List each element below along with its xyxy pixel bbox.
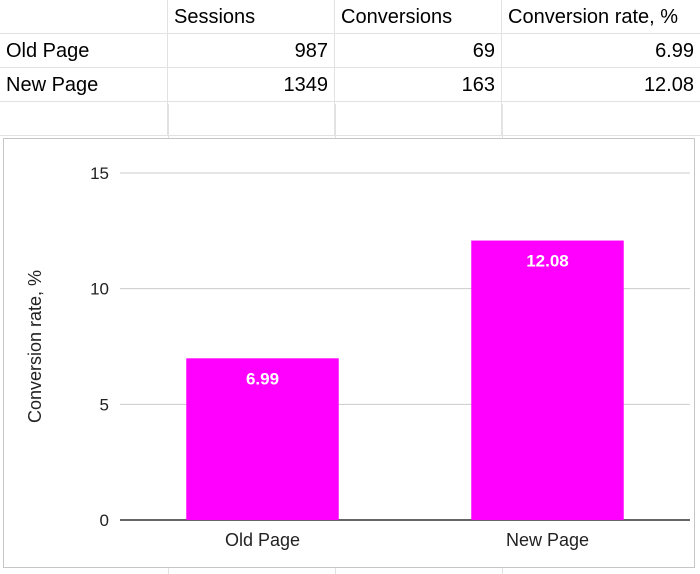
bar-data-label: 12.08	[526, 252, 569, 271]
empty-row	[0, 102, 700, 136]
header-cell-conversions[interactable]: Conversions	[335, 0, 502, 34]
header-cell-sessions[interactable]: Sessions	[168, 0, 335, 34]
empty-cell[interactable]	[335, 102, 502, 136]
table-row: New Page 1349 163 12.08	[0, 68, 700, 102]
empty-cell[interactable]	[502, 102, 700, 136]
conversion-rate-cell[interactable]: 12.08	[643, 74, 694, 96]
conversions-cell[interactable]: 163	[335, 68, 502, 102]
y-tick-label: 10	[90, 280, 109, 299]
header-cell-conversion-rate[interactable]: Conversion rate, %	[508, 6, 679, 28]
sessions-cell[interactable]: 987	[168, 34, 335, 68]
empty-cell[interactable]	[168, 102, 335, 136]
header-cell-blank[interactable]	[0, 0, 168, 34]
bar-data-label: 6.99	[246, 369, 279, 388]
row-label-cell[interactable]: New Page	[0, 68, 168, 102]
row-label-cell[interactable]: Old Page	[0, 34, 168, 68]
x-tick-label: Old Page	[225, 530, 300, 550]
x-tick-label: New Page	[506, 530, 589, 550]
table-row: Old Page 987 69 6.99	[0, 34, 700, 68]
bar	[471, 240, 624, 521]
bar-chart: 0 5 10 15 Conversion rate, % 6.99 Old Page 12.0…	[25, 164, 690, 550]
y-tick-label: 15	[90, 164, 109, 183]
empty-cell[interactable]	[0, 102, 168, 136]
y-axis-label: Conversion rate, %	[25, 270, 45, 423]
embedded-chart[interactable]: 0 5 10 15 Conversion rate, % 6.99 Old Page 12.0…	[3, 138, 695, 568]
bar	[186, 358, 339, 520]
y-tick-label: 0	[100, 511, 109, 530]
y-tick-label: 5	[100, 395, 109, 414]
sessions-cell[interactable]: 1349	[168, 68, 335, 102]
conversions-cell[interactable]: 69	[335, 34, 502, 68]
header-row: Sessions Conversions Conversion rate, %	[0, 0, 700, 34]
conversion-rate-cell[interactable]: 6.99	[655, 40, 694, 62]
